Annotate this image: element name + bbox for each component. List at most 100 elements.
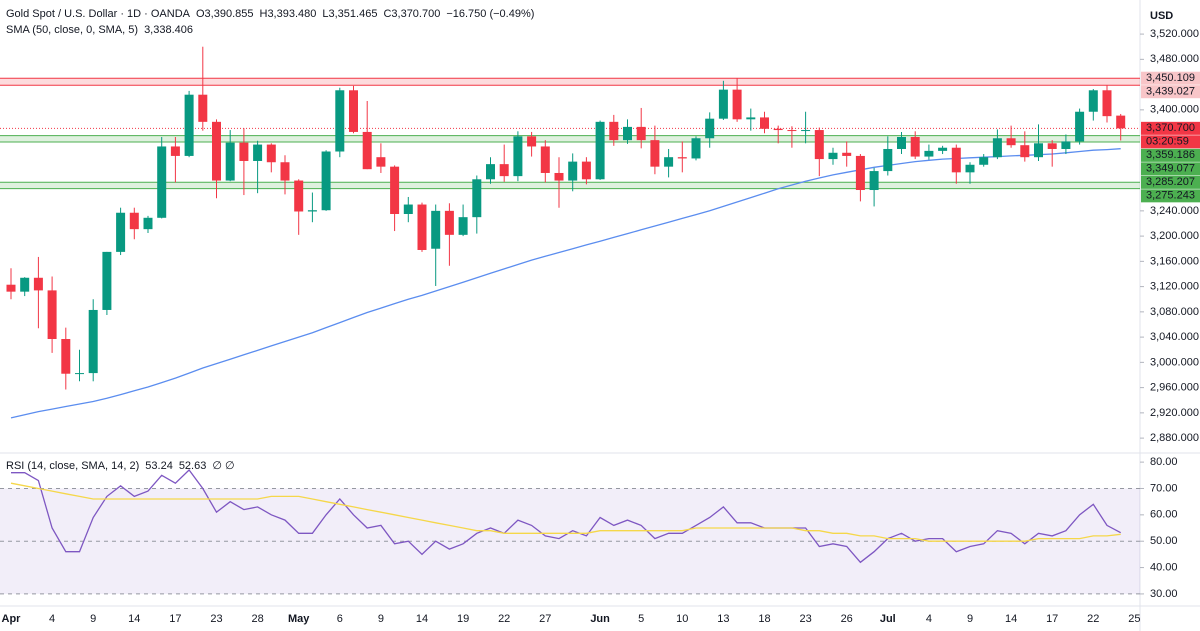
legend-value: 52.63 <box>179 460 207 472</box>
zone <box>0 182 1140 189</box>
axis-label-box <box>1141 135 1200 149</box>
y-tick-label: 2,920.000 <box>1150 407 1199 419</box>
candle-body <box>472 179 482 218</box>
candle-body <box>129 212 139 230</box>
candle-body <box>910 136 920 157</box>
candle-body <box>61 339 71 374</box>
candle-body <box>664 157 674 167</box>
candle-body <box>855 155 865 191</box>
rsi-title: RSI (14, close, SMA, 14, 2) <box>6 460 139 472</box>
candle-body <box>6 284 16 292</box>
candle-body <box>458 217 468 235</box>
candle-body <box>924 150 934 157</box>
zone <box>0 78 1140 86</box>
candle-body <box>376 157 386 167</box>
y-tick-label: 80.00 <box>1150 456 1178 468</box>
y-tick-label: 3,080.000 <box>1150 306 1199 318</box>
candle-body <box>102 251 112 310</box>
candle-body <box>540 146 550 173</box>
x-tick-label: 13 <box>717 613 729 625</box>
candle-body <box>170 146 180 156</box>
candle-body <box>581 161 591 180</box>
candle-body <box>403 204 413 215</box>
candle-body <box>212 121 221 181</box>
candle-body <box>828 152 838 160</box>
candle-body <box>1034 143 1043 158</box>
series-line <box>10 482 1121 542</box>
x-tick-label: 5 <box>638 613 644 625</box>
candle-body <box>1102 90 1112 117</box>
candle-body <box>75 373 84 375</box>
ohlc-legend: L3,351.465 <box>322 8 377 20</box>
y-tick-label: 40.00 <box>1150 561 1178 573</box>
candle-body <box>691 138 701 159</box>
candle-body <box>650 140 660 167</box>
x-tick-label: 22 <box>498 613 510 625</box>
axis-label: 03:20:59 <box>1146 136 1189 148</box>
candle-body <box>143 217 153 230</box>
candle-body <box>732 89 742 120</box>
candle-body <box>609 121 619 141</box>
x-tick-label: 23 <box>210 613 222 625</box>
x-tick-label: 17 <box>169 613 181 625</box>
legend-name: SMA (50, close, 0, SMA, 5) <box>6 24 138 36</box>
currency-label: USD <box>1150 10 1173 22</box>
y-tick-label: 2,960.000 <box>1150 382 1199 394</box>
candle-body <box>938 147 948 151</box>
candle-body <box>20 277 30 292</box>
candle-body <box>760 117 769 129</box>
candle-body <box>883 148 893 172</box>
x-tick-label: 9 <box>378 613 384 625</box>
x-tick-label: 23 <box>799 613 811 625</box>
ohlc-legend: H3,393.480 <box>260 8 317 20</box>
x-tick-label: 6 <box>337 613 343 625</box>
x-tick-label: 28 <box>251 613 263 625</box>
x-tick-label: Apr <box>2 613 22 625</box>
y-tick-label: 3,240.000 <box>1150 205 1199 217</box>
candle-body <box>746 117 756 120</box>
legend-value: 53.24 <box>145 460 173 472</box>
candle-body <box>527 136 537 147</box>
candle-body <box>198 94 208 122</box>
y-tick-label: 3,160.000 <box>1150 255 1199 267</box>
x-tick-label: 18 <box>758 613 770 625</box>
y-tick-label: 70.00 <box>1150 482 1178 494</box>
candle-body <box>417 204 427 250</box>
axis-label-box <box>1141 162 1200 176</box>
candle-body <box>718 89 728 119</box>
x-tick-label: 27 <box>539 613 551 625</box>
candle-body <box>677 157 687 159</box>
x-tick-label: Jul <box>880 613 896 625</box>
candle-body <box>349 90 358 132</box>
axis-label: 3,285.207 <box>1146 176 1195 188</box>
axis-label: 3,439.027 <box>1146 86 1195 98</box>
legend-rest: ∅ ∅ <box>212 460 234 472</box>
candle-body <box>33 277 43 291</box>
candle-body <box>431 210 441 249</box>
candle-body <box>897 136 906 149</box>
axis-label: 3,359.186 <box>1146 149 1195 161</box>
legend-value: 3,338.406 <box>144 24 193 36</box>
candle-body <box>362 131 372 170</box>
axis-label-box <box>1141 148 1200 162</box>
y-tick-label: 3,000.000 <box>1150 356 1199 368</box>
series-line <box>11 469 1122 564</box>
candle-body <box>1006 138 1016 146</box>
candle-body <box>773 128 783 131</box>
candle-body <box>787 130 797 132</box>
y-tick-label: 3,040.000 <box>1150 331 1199 343</box>
candle-body <box>47 290 57 339</box>
candle-body <box>239 142 249 161</box>
candle-body <box>294 180 304 212</box>
x-tick-label: 17 <box>1046 613 1058 625</box>
axis-label: 3,349.077 <box>1146 163 1195 175</box>
candle-body <box>705 118 715 139</box>
candle-body <box>951 147 961 173</box>
candle-body <box>814 130 824 160</box>
y-tick-label: 3,200.000 <box>1150 230 1199 242</box>
ohlc-legend: O3,390.855 <box>196 8 254 20</box>
axis-label-box <box>1141 121 1200 135</box>
axis-label: 3,370.700 <box>1146 122 1195 134</box>
candle-body <box>390 166 400 215</box>
